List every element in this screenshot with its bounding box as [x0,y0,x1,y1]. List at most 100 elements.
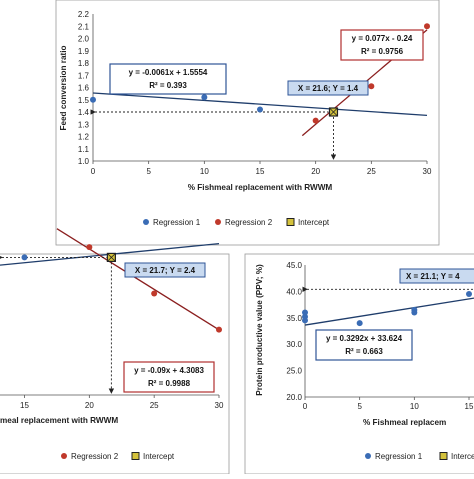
x-tick-label: 10 [410,402,419,411]
y-tick-label: 1.1 [78,145,90,154]
regression-2-point [312,117,319,124]
chart-top-legend: Regression 1 Regression 2 Intercept [143,218,330,227]
x-tick-label: 0 [91,167,96,176]
regression-2-point [86,244,93,251]
y-tick-label: 1.9 [78,47,90,56]
chart-br-x-title: % Fishmeal replacem [363,418,446,427]
bl-legend-intercept-marker [131,452,140,460]
bl-intercept-label: X = 21.7; Y = 2.4 [135,266,196,275]
y-tick-label: 2.1 [78,22,90,31]
y-tick-label: 35.0 [286,314,302,323]
x-tick-label: 15 [256,167,265,176]
x-tick-label: 25 [150,401,159,410]
regression-1-point [201,94,208,101]
br-legend-regression-1-label: Regression 1 [375,452,423,461]
y-tick-label: 1.5 [78,96,90,105]
regression-1-point [21,254,28,261]
regression-1-point [90,96,96,103]
chart-br-y-ticks: 20.0 25.0 30.0 35.0 40.0 45.0 [286,261,302,402]
intercept-point-cross [329,107,338,117]
br-regression-1-r2: R² = 0.663 [345,347,383,356]
x-tick-label: 15 [20,401,29,410]
bl-regression-2-r2: R² = 0.9988 [148,379,191,388]
bl-regression-2-equation-box [123,361,215,393]
regression-2-point [368,83,375,90]
br-legend-regression-1-marker [365,453,371,459]
chart-top: 1.01.11.21.31.41.51.61.71.81.92.02.12.2 … [55,0,440,246]
x-tick-label: 5 [146,167,151,176]
regression-1-point [411,306,418,313]
regression-1-equation: y = -0.0061x + 1.5554 [129,68,208,77]
chart-bl-x-ticks: 15 20 25 30 [20,395,224,410]
y-tick-label: 1.8 [78,59,90,68]
regression-1-point [356,320,363,327]
intercept-label-box [287,80,369,96]
y-tick-label: 1.6 [78,84,90,93]
br-intercept-label-box [399,268,474,284]
chart-br-points [302,291,472,327]
legend-regression-2-marker [215,219,221,225]
y-tick-label: 1.0 [78,157,90,166]
regression-2-equation: y = 0.077x - 0.24 [352,34,413,43]
br-legend-intercept-marker [439,452,448,460]
regression-2-point [216,326,222,333]
chart-br-y-title: Protein productive value (PPV; %) [255,264,264,396]
regression-1-r2: R² = 0.393 [149,81,187,90]
y-tick-label: 1.2 [78,133,90,142]
bl-regression-2-equation: y = -0.09x + 4.3083 [134,366,204,375]
x-tick-label: 30 [215,401,224,410]
y-tick-label: 25.0 [286,367,302,376]
regression-1-line [92,92,428,117]
regression-2-point [424,23,430,30]
x-tick-label: 0 [303,402,308,411]
legend-regression-1-marker [143,219,149,225]
bl-intercept-label-box [124,262,206,278]
regression-2-equation-box [340,29,424,61]
bl-legend-regression-2-label: Regression 2 [71,452,119,461]
bl-legend-intercept-label: Intercept [143,452,175,461]
chart-top-y-ticks: 1.0 1.1 1.2 1.3 1.4 1.5 1.6 1.7 1.8 1.9 2.0 2.1 2.2 [78,10,90,166]
br-regression-1-equation-box [315,329,413,361]
x-tick-label: 10 [200,167,209,176]
y-tick-label: 45.0 [286,261,302,270]
y-tick-label: 40.0 [286,287,302,296]
chart-top-y-title: Feed conversion ratio [59,45,68,130]
y-tick-label: 1.3 [78,120,90,129]
chart-top-x-ticks: 0 5 10 15 20 25 30 [91,161,432,176]
y-tick-label: 1.7 [78,71,90,80]
br-intercept-label: X = 21.1; Y = 4 [406,272,460,281]
intercept-label: X = 21.6; Y = 1.4 [298,84,359,93]
intercept-point-cross [107,253,116,262]
x-tick-label: 30 [423,167,432,176]
chart-bl-x-title: meal replacement with RWWM [0,416,118,425]
legend-intercept-label: Intercept [298,218,330,227]
chart-br-frame [244,253,474,475]
regression-1-point [302,313,308,320]
br-legend-intercept-label: Intercept [451,452,474,461]
y-tick-label: 20.0 [286,393,302,402]
chart-bl-legend: Regression 2 Intercept [61,452,175,461]
regression-1-point [466,291,472,298]
bl-legend-regression-2-marker [61,453,67,459]
x-tick-label: 5 [357,402,362,411]
x-tick-label: 25 [367,167,376,176]
x-tick-label: 20 [85,401,94,410]
regression-2-r2: R² = 0.9756 [361,47,404,56]
regression-1-equation-box [109,63,227,95]
x-tick-label: 20 [311,167,320,176]
chart-bottom-right: 20.0 25.0 30.0 35.0 40.0 45.0 0 5 10 15 Protein … [244,253,474,475]
bl-regression-2-line [56,228,220,331]
legend-regression-2-label: Regression 2 [225,218,273,227]
br-regression-1-line [304,297,474,326]
chart-top-x-title: % Fishmeal replacement with RWWM [188,183,333,192]
br-regression-1-equation: y = 0.3292x + 33.624 [326,334,403,343]
regression-1-point [257,106,263,113]
regression-1-point [302,309,308,316]
chart-bottom-left: 15 20 25 30 meal replacement with RWWM X = … [0,228,230,475]
chart-bl-points [21,244,222,333]
chart-br-legend: Regression 1 Intercept [365,452,474,461]
y-tick-label: 30.0 [286,340,302,349]
legend-intercept-marker [286,218,295,226]
y-tick-label: 2.0 [78,35,90,44]
